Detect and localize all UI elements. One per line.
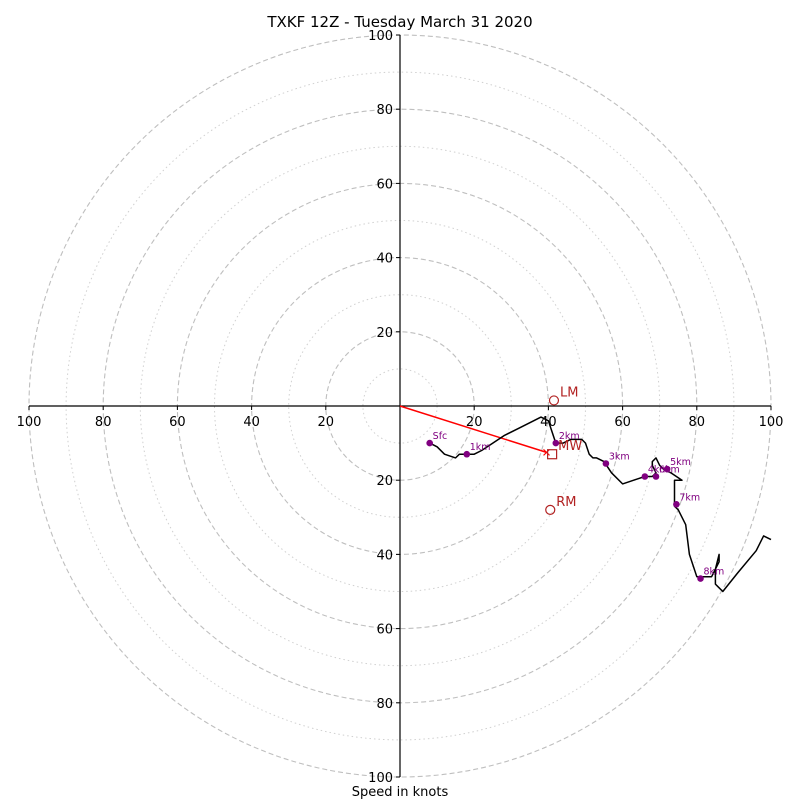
y-tick-label: 20 [376, 326, 393, 341]
x-tick-label: 40 [243, 415, 260, 430]
motion-marker-MW [547, 449, 558, 460]
height-point-1km [463, 450, 471, 458]
height-label-2km: 2km [559, 431, 580, 442]
storm-motion-markers: LM MW RM [545, 385, 582, 515]
x-tick-label: 60 [614, 415, 631, 430]
y-tick-label: 40 [376, 548, 393, 563]
height-label-3km: 3km [609, 452, 630, 463]
height-point-3km [602, 460, 610, 467]
height-label-7km: 7km [679, 492, 700, 503]
x-tick-label: 100 [759, 415, 784, 430]
y-tick-label: 60 [376, 623, 393, 638]
y-tick-label: 60 [376, 177, 393, 192]
x-tick-label: 80 [95, 415, 112, 430]
y-tick-label: 40 [376, 252, 393, 267]
motion-label-LM: LM [560, 385, 578, 400]
shear-line [399, 405, 547, 454]
height-point-5km [663, 465, 671, 473]
chart-title: TXKF 12Z - Tuesday March 31 2020 [266, 13, 532, 31]
height-point-4km [641, 473, 649, 480]
motion-marker-RM [545, 504, 556, 515]
tick-labels: 100 80 60 40 20 20 40 60 80 100100806040202040608… [17, 29, 784, 786]
y-tick-label: 100 [368, 29, 393, 44]
height-label-Sfc: Sfc [433, 431, 448, 442]
x-tick-label: 20 [318, 415, 335, 430]
height-point-8km [697, 575, 704, 582]
height-label-8km: 8km [704, 567, 725, 578]
y-tick-label: 20 [376, 474, 393, 489]
height-point-Sfc [426, 439, 433, 447]
motion-label-MW: MW [558, 439, 582, 454]
height-label-6km: 6km [659, 464, 680, 475]
x-tick-label: 100 [17, 415, 42, 430]
y-tick-label: 80 [376, 697, 393, 712]
shear-vector [399, 405, 550, 456]
motion-label-RM: RM [556, 495, 576, 510]
x-tick-label: 80 [689, 415, 706, 430]
x-tick-label: 20 [466, 415, 483, 430]
x-axis-label: Speed in knots [352, 785, 449, 800]
height-point-6km [652, 473, 660, 480]
motion-marker-LM [548, 395, 560, 406]
x-tick-label: 60 [169, 415, 186, 430]
wind-trace-line [429, 416, 772, 593]
shear-end-marker [543, 448, 550, 456]
height-label-1km: 1km [470, 442, 491, 453]
height-point-7km [673, 501, 680, 508]
height-label-5km: 5km [670, 457, 691, 468]
height-label-4km: 4km [648, 464, 669, 475]
y-tick-label: 100 [368, 771, 393, 786]
y-tick-label: 80 [376, 103, 393, 118]
height-point-2km [552, 439, 560, 447]
wind-trace [429, 416, 772, 593]
